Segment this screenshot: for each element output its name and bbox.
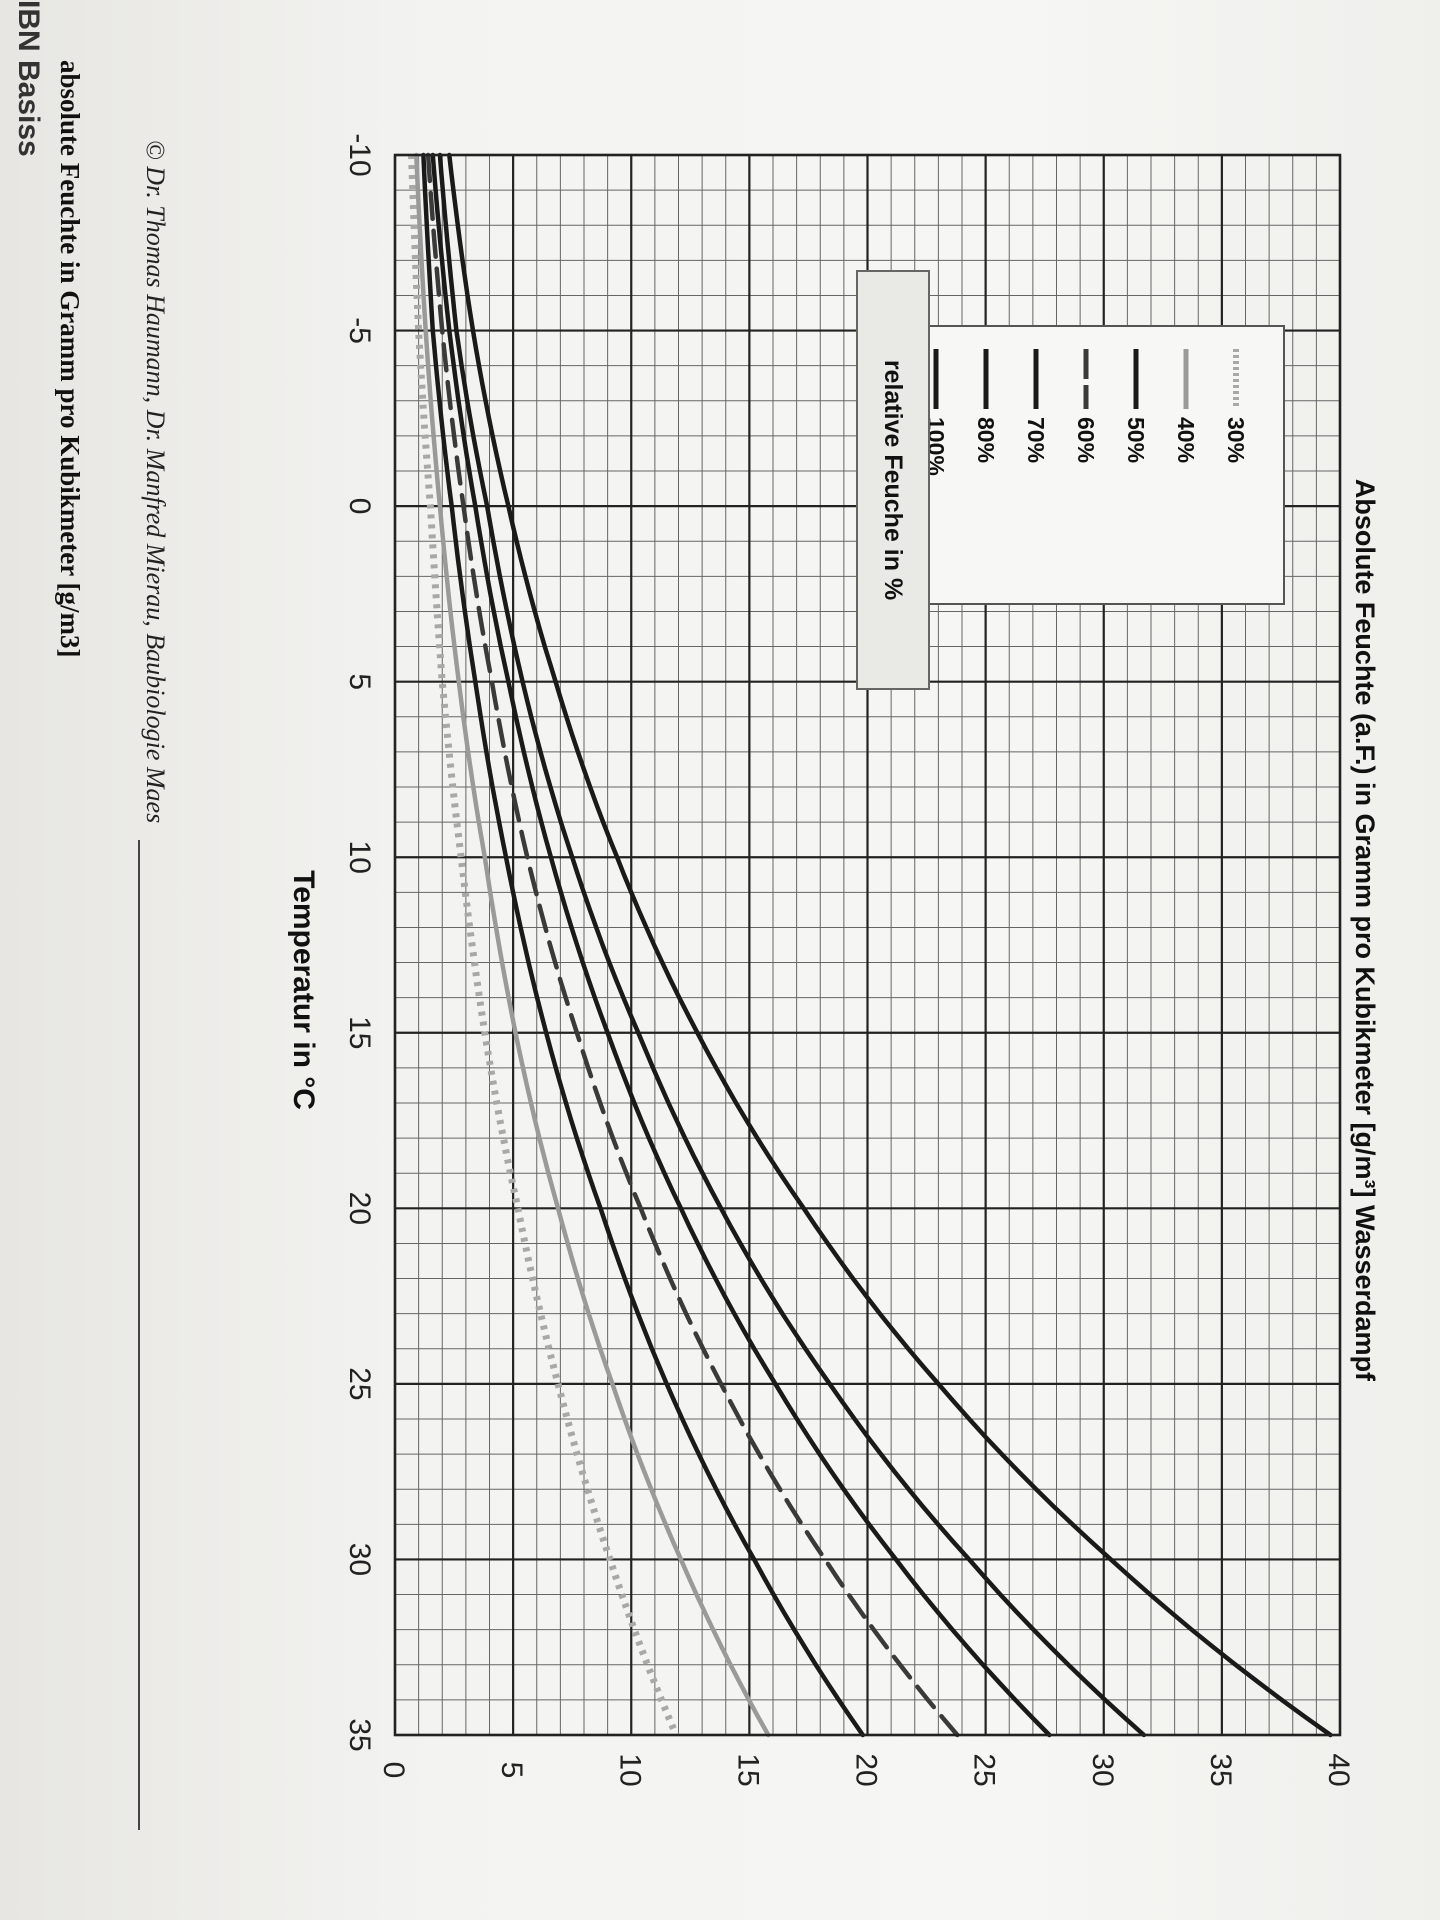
series-line-100pct bbox=[447, 152, 1333, 1738]
y-tick-labels: 0 5 10 15 20 25 30 35 40 bbox=[377, 1753, 1355, 1786]
legend-swatch bbox=[1033, 349, 1039, 409]
x-tick-label: 35 bbox=[343, 1718, 376, 1751]
legend-swatch bbox=[933, 349, 939, 409]
y-tick-label: 35 bbox=[1204, 1753, 1237, 1786]
series-line-40pct bbox=[414, 152, 771, 1738]
x-tick-label: 25 bbox=[343, 1367, 376, 1400]
legend-label: 80% bbox=[973, 417, 1000, 464]
legend-item: 70% bbox=[1011, 347, 1061, 603]
y-tick-label: 20 bbox=[850, 1753, 883, 1786]
legend-swatch bbox=[1183, 349, 1189, 409]
series-lines bbox=[408, 152, 1333, 1738]
plot-frame bbox=[393, 153, 1342, 1737]
page-edge-text: IBN Basiss bbox=[12, 0, 45, 157]
x-tick-label: 20 bbox=[343, 1192, 376, 1225]
x-axis-label: Temperatur in °C bbox=[287, 870, 320, 1110]
x-tick-labels: -10 -5 0 5 10 15 20 25 30 35 bbox=[343, 133, 376, 1751]
legend-item: 60% bbox=[1061, 347, 1111, 603]
legend-item: 30% bbox=[1211, 347, 1261, 603]
legend-swatch bbox=[983, 349, 989, 409]
legend-item: 50% bbox=[1111, 347, 1161, 603]
y-axis-label: absolute Feuchte in Gramm pro Kubikmeter… bbox=[55, 60, 85, 658]
legend-label: 40% bbox=[1173, 417, 1200, 464]
y-tick-label: 15 bbox=[731, 1753, 764, 1786]
legend-label: 70% bbox=[1023, 417, 1050, 464]
x-tick-label: -10 bbox=[343, 133, 376, 176]
x-tick-label: 15 bbox=[343, 1016, 376, 1049]
y-tick-label: 40 bbox=[1322, 1753, 1355, 1786]
y-tick-label: 0 bbox=[377, 1762, 410, 1779]
series-line-80pct bbox=[437, 152, 1147, 1738]
y-tick-label: 10 bbox=[613, 1753, 646, 1786]
copyright-text: © Dr. Thomas Haumann, Dr. Manfred Mierau… bbox=[141, 140, 170, 824]
legend-item: 80% bbox=[961, 347, 1011, 603]
y-tick-label: 30 bbox=[1086, 1753, 1119, 1786]
divider-line bbox=[138, 840, 140, 1830]
legend-label: 60% bbox=[1073, 417, 1100, 464]
series-line-50pct bbox=[421, 152, 866, 1738]
x-tick-label: 5 bbox=[343, 673, 376, 690]
legend-label: 30% bbox=[1223, 417, 1250, 464]
legend-swatch bbox=[1083, 349, 1089, 409]
x-tick-label: 30 bbox=[343, 1543, 376, 1576]
legend-item: 100% bbox=[911, 347, 961, 603]
x-tick-label: 0 bbox=[343, 498, 376, 515]
legend-title: relative Feuche in % bbox=[856, 270, 930, 690]
legend-swatch bbox=[1133, 349, 1139, 409]
legend: 30% 40% 50% 60% 70% 80% 100% bbox=[885, 325, 1285, 605]
series-line-70pct bbox=[430, 152, 1052, 1738]
x-tick-label: -5 bbox=[343, 317, 376, 344]
series-line-30pct bbox=[408, 154, 680, 1737]
x-tick-label: 10 bbox=[343, 841, 376, 874]
legend-swatch bbox=[1233, 349, 1239, 409]
legend-label: 50% bbox=[1123, 417, 1150, 464]
series-line-60pct bbox=[425, 152, 960, 1738]
legend-item: 40% bbox=[1161, 347, 1211, 603]
y-tick-label: 5 bbox=[495, 1762, 528, 1779]
y-tick-label: 25 bbox=[968, 1753, 1001, 1786]
